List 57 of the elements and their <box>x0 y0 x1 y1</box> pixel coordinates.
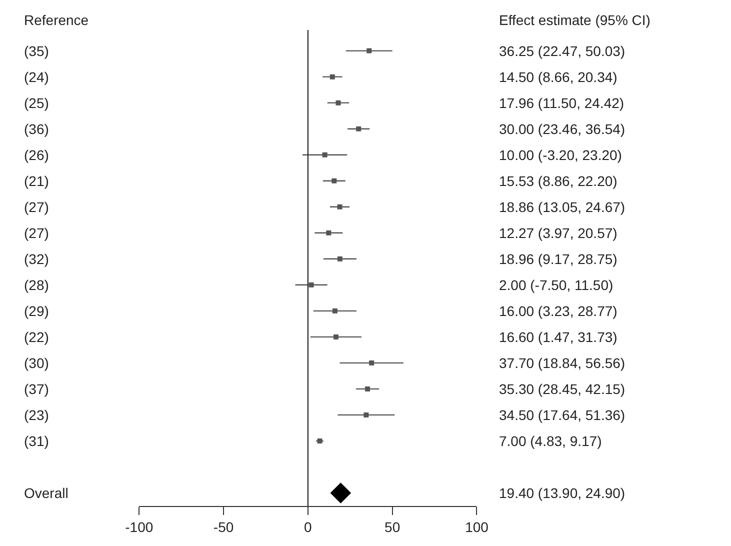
point <box>356 126 362 132</box>
y-axis-title: Reference <box>24 12 89 28</box>
x-tick-label: -100 <box>125 518 154 535</box>
point <box>326 230 332 236</box>
point <box>308 282 314 288</box>
y-tick-label: (36) <box>24 121 49 137</box>
text: 2.00 (-7.50, 11.50) <box>499 277 614 293</box>
y-tick-label: (24) <box>24 69 49 85</box>
y-tick-label: (31) <box>24 433 49 449</box>
point <box>330 74 335 80</box>
point <box>337 256 342 262</box>
text: 18.96 (9.17, 28.75) <box>499 251 618 267</box>
y-tick-label: (27) <box>24 199 49 215</box>
y-tick-label: (35) <box>24 43 49 59</box>
text: 14.50 (8.66, 20.34) <box>499 69 618 85</box>
text: 35.30 (28.45, 42.15) <box>499 381 626 397</box>
y-tick-label: (21) <box>24 173 49 189</box>
text: 12.27 (3.97, 20.57) <box>499 225 618 241</box>
x-tick-label: 0 <box>304 518 312 535</box>
text: Effect estimate (95% CI) <box>499 12 650 28</box>
point <box>364 412 369 418</box>
point <box>330 482 352 504</box>
x-tick-label: 100 <box>465 518 489 535</box>
point <box>332 178 337 184</box>
x-tick-label: 50 <box>384 518 400 535</box>
text: 18.86 (13.05, 24.67) <box>499 199 626 215</box>
text: 15.53 (8.86, 22.20) <box>499 173 618 189</box>
text: 37.70 (18.84, 56.56) <box>499 355 626 371</box>
text: 10.00 (-3.20, 23.20) <box>499 147 622 163</box>
y-tick-label: (27) <box>24 225 49 241</box>
text: 16.00 (3.23, 28.77) <box>499 303 618 319</box>
y-tick-label: (30) <box>24 355 49 371</box>
y-tick-label: (37) <box>24 381 49 397</box>
point <box>369 360 374 366</box>
text: 17.96 (11.50, 24.42) <box>499 95 624 111</box>
point <box>365 386 370 392</box>
y-tick-label: (23) <box>24 407 49 423</box>
text: 7.00 (4.83, 9.17) <box>499 433 602 449</box>
y-tick-label: (28) <box>24 277 49 293</box>
y-tick-label: Overall <box>24 485 68 501</box>
text: 19.40 (13.90, 24.90) <box>499 485 626 501</box>
point <box>322 152 328 158</box>
y-tick-label: (29) <box>24 303 49 319</box>
text: 16.60 (1.47, 31.73) <box>499 329 618 345</box>
point <box>332 308 338 314</box>
y-tick-label: (25) <box>24 95 49 111</box>
text: 30.00 (23.46, 36.54) <box>499 121 626 137</box>
point <box>337 204 342 210</box>
point <box>336 100 341 106</box>
y-tick-label: (26) <box>24 147 49 163</box>
x-tick-label: -50 <box>213 518 234 535</box>
point <box>366 48 372 54</box>
y-tick-label: (22) <box>24 329 49 345</box>
text: 36.25 (22.47, 50.03) <box>499 43 626 59</box>
point <box>333 334 338 340</box>
text: 34.50 (17.64, 51.36) <box>499 407 626 423</box>
y-tick-label: (32) <box>24 251 49 267</box>
